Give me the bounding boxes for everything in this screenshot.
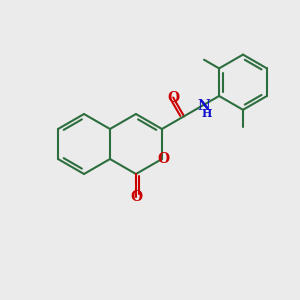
Text: N: N [197, 100, 210, 113]
Text: O: O [158, 152, 169, 166]
Text: O: O [167, 91, 179, 104]
Text: O: O [130, 190, 142, 204]
Text: H: H [202, 108, 212, 119]
